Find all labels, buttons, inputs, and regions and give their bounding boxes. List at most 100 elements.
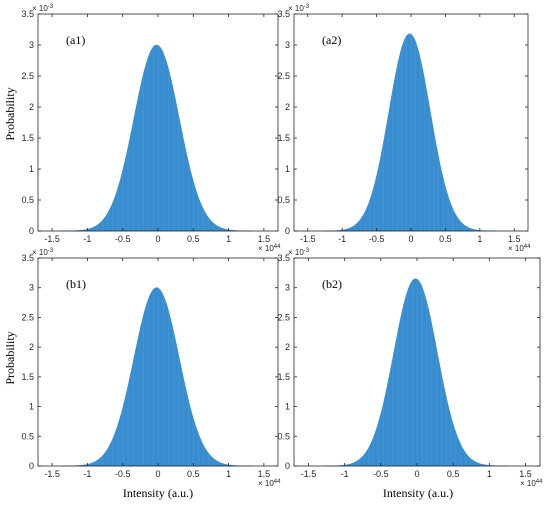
y-tick-label: 3 — [285, 40, 290, 50]
distribution-area — [61, 44, 252, 232]
x-tick-label: -0.5 — [115, 469, 131, 479]
x-tick-label: 1.5 — [508, 234, 521, 244]
x-tick-label: 0 — [408, 234, 413, 244]
y-tick-label: 0.5 — [21, 195, 34, 205]
x-exponent-power: 44 — [536, 479, 543, 485]
x-tick-label: -1 — [341, 469, 349, 479]
x-tick-label: 0.5 — [187, 469, 200, 479]
y-tick-label: 1.5 — [277, 372, 290, 382]
x-tick-label: -1.5 — [44, 234, 60, 244]
x-tick-label: 1 — [487, 469, 492, 479]
y-exponent-power: -3 — [304, 248, 310, 254]
panel-label: (b2) — [322, 277, 342, 291]
y-exponent: × 10-3 — [32, 4, 54, 13]
x-tick-label: 0 — [155, 234, 160, 244]
y-tick-label: 3 — [29, 283, 34, 293]
panel-2: -1.5 -1 -0.5 0 0.5 1 1.500.511.522.533.5× 10-3… — [277, 4, 531, 253]
xlabel-left: Intensity (a.u.) — [123, 486, 193, 500]
y-exponent-power: -3 — [48, 4, 54, 10]
x-tick-label: -1.5 — [44, 469, 60, 479]
x-tick-label: -1 — [83, 234, 91, 244]
panel-label: (a1) — [66, 33, 85, 47]
y-tick-label: 0.5 — [277, 431, 290, 441]
y-exponent-power: -3 — [48, 248, 54, 254]
y-tick-label: 3 — [29, 40, 34, 50]
y-tick-label: 0 — [29, 461, 34, 471]
y-tick-label: 2.5 — [277, 71, 290, 81]
y-tick-label: 3.5 — [21, 9, 34, 19]
panel-3: -1.5 -1 -0.5 0 0.5 1 1.500.511.522.533.5× 10-3… — [21, 248, 281, 488]
histogram-bins — [358, 279, 471, 466]
x-tick-label: 0.5 — [439, 234, 452, 244]
x-tick-label: 1 — [226, 469, 231, 479]
y-tick-label: 2.5 — [21, 312, 34, 322]
x-exponent-power: 44 — [274, 479, 281, 485]
x-tick-label: -1 — [83, 469, 91, 479]
y-exponent-base: × 10 — [32, 4, 48, 13]
x-tick-label: -0.5 — [115, 234, 131, 244]
x-tick-label: 1.5 — [519, 469, 532, 479]
x-tick-label: 0.5 — [447, 469, 460, 479]
y-tick-label: 3.5 — [21, 253, 34, 263]
y-tick-label: 0 — [29, 226, 34, 236]
y-tick-label: 0.5 — [277, 195, 290, 205]
x-tick-label: 1 — [477, 234, 482, 244]
x-tick-label: 0.5 — [187, 234, 200, 244]
panel-4: -1.5 -1 -0.5 0 0.5 1 1.500.511.522.533.5× 10-3… — [277, 248, 543, 488]
panel-label: (b1) — [66, 277, 86, 291]
y-exponent: × 10-3 — [32, 248, 54, 257]
x-tick-label: -1 — [338, 234, 346, 244]
y-tick-label: 2 — [285, 102, 290, 112]
x-tick-label: 1.5 — [258, 469, 271, 479]
y-tick-label: 1 — [29, 402, 34, 412]
x-exponent-power: 44 — [274, 244, 281, 250]
y-tick-label: 0 — [285, 461, 290, 471]
y-tick-label: 3 — [285, 283, 290, 293]
y-tick-label: 2.5 — [277, 312, 290, 322]
x-exponent: × 1044 — [258, 244, 281, 253]
xlabel-right: Intensity (a.u.) — [383, 486, 453, 500]
x-exponent: × 1044 — [258, 479, 281, 488]
x-exponent-base: × 10 — [258, 244, 274, 253]
ylabel-top: Probability — [3, 87, 17, 140]
y-tick-label: 1 — [285, 402, 290, 412]
y-tick-label: 0 — [285, 226, 290, 236]
y-exponent: × 10-3 — [288, 248, 310, 257]
y-exponent-base: × 10 — [32, 248, 48, 257]
y-tick-label: 1.5 — [21, 372, 34, 382]
x-exponent: × 1044 — [520, 479, 543, 488]
distribution-area — [324, 278, 508, 467]
x-tick-label: -0.5 — [369, 234, 385, 244]
y-exponent: × 10-3 — [288, 4, 310, 13]
y-tick-label: 2 — [29, 342, 34, 352]
histogram-bins — [97, 288, 214, 466]
ylabel-bottom: Probability — [3, 331, 17, 384]
x-tick-label: -0.5 — [373, 469, 389, 479]
x-tick-label: 0 — [414, 469, 419, 479]
panel-1: -1.5 -1 -0.5 0 0.5 1 1.500.511.522.533.5× 10-3… — [21, 4, 281, 253]
x-exponent-power: 44 — [524, 244, 531, 250]
x-tick-label: -1.5 — [300, 234, 316, 244]
y-tick-label: 1 — [285, 164, 290, 174]
y-tick-label: 3.5 — [277, 9, 290, 19]
x-tick-label: -1.5 — [301, 469, 317, 479]
distribution-area — [322, 33, 497, 232]
y-exponent-base: × 10 — [288, 4, 304, 13]
y-tick-label: 2 — [285, 342, 290, 352]
panel-label: (a2) — [322, 33, 341, 47]
y-exponent-base: × 10 — [288, 248, 304, 257]
y-tick-label: 2.5 — [21, 71, 34, 81]
x-tick-label: 1.5 — [258, 234, 271, 244]
y-tick-label: 1.5 — [21, 133, 34, 143]
x-exponent: × 1044 — [508, 244, 531, 253]
y-tick-label: 0.5 — [21, 431, 34, 441]
x-tick-label: 0 — [155, 469, 160, 479]
distribution-area — [61, 287, 252, 467]
y-tick-label: 1.5 — [277, 133, 290, 143]
y-exponent-power: -3 — [304, 4, 310, 10]
x-exponent-base: × 10 — [520, 479, 536, 488]
y-tick-label: 1 — [29, 164, 34, 174]
histogram-bins — [97, 46, 214, 231]
x-exponent-base: × 10 — [258, 479, 274, 488]
